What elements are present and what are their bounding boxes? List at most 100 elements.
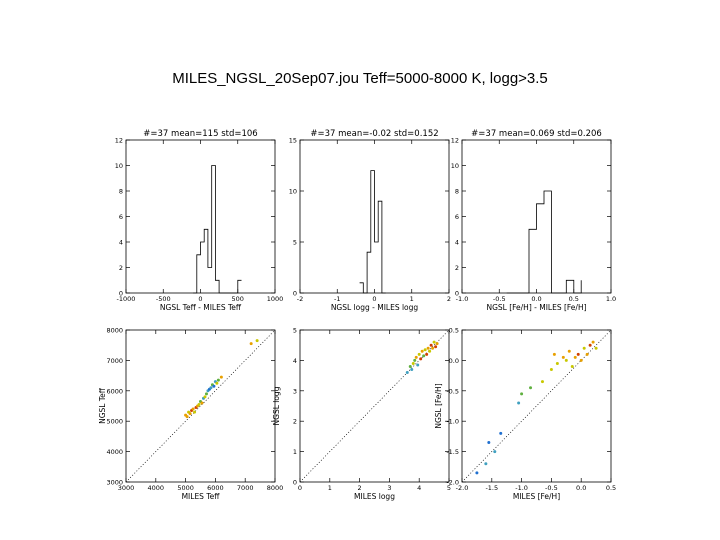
y-tick-label: 1 <box>293 448 297 456</box>
scatter-point <box>422 354 426 358</box>
histogram-bin <box>238 280 242 293</box>
y-axis-label: NGSL Teff <box>98 387 107 424</box>
chart-title: #=37 mean=-0.02 std=0.152 <box>310 129 438 139</box>
y-tick-label: 10 <box>115 162 123 170</box>
scatter-point <box>426 346 430 350</box>
histogram-bin <box>201 242 205 293</box>
scatter-point <box>428 349 432 353</box>
x-axis-label: MILES logg <box>354 492 395 501</box>
y-tick-label: 5 <box>293 327 297 335</box>
y-tick-label: 6 <box>455 213 459 221</box>
x-tick-label: 2 <box>358 484 362 492</box>
histogram-bin <box>204 229 208 293</box>
histogram-series <box>193 165 242 294</box>
scatter-point <box>419 357 423 361</box>
x-tick-label: 1 <box>328 484 332 492</box>
x-tick-label: -1.0 <box>456 295 469 303</box>
y-tick-label: -2.0 <box>446 479 459 487</box>
scatter-point <box>487 440 491 444</box>
histogram-bin <box>529 229 536 293</box>
x-tick-label: -1000 <box>117 295 136 303</box>
x-axis-label: MILES Teff <box>182 492 221 501</box>
chart-panel-2: -2 -1 0 1 2 0 5 10 15 #=37 mean=-0.02 std=0.152 NG… <box>289 129 451 312</box>
scatter-point <box>549 368 553 372</box>
x-tick-label: 0.0 <box>531 295 541 303</box>
scatter-point <box>193 410 197 414</box>
plot-frame <box>125 329 276 483</box>
y-tick-label: 10 <box>289 188 297 196</box>
scatter-point <box>517 401 521 405</box>
histogram-bin <box>537 204 544 293</box>
y-tick-label: 0 <box>293 479 297 487</box>
x-tick-label: -1.5 <box>485 484 498 492</box>
scatter-point <box>540 380 544 384</box>
x-tick-label: -2 <box>297 295 303 303</box>
scatter-point <box>420 349 424 353</box>
scatter-point <box>582 346 586 350</box>
scatter-point <box>585 352 589 356</box>
x-tick-label: 8000 <box>267 484 284 492</box>
scatter-point <box>417 352 421 356</box>
scatter-point <box>215 381 219 385</box>
y-tick-label: 0 <box>119 290 123 298</box>
scatter-point <box>493 450 497 454</box>
histogram-bin <box>197 255 201 293</box>
scatter-point <box>567 349 571 353</box>
scatter-point <box>411 361 415 365</box>
y-tick-label: -1.0 <box>446 418 459 426</box>
y-tick-label: 6000 <box>106 387 123 395</box>
scatter-point <box>219 375 223 379</box>
scatter-point <box>484 462 488 466</box>
histogram-bin <box>544 191 551 293</box>
y-tick-label: 8 <box>455 188 459 196</box>
y-tick-label: 15 <box>289 137 297 145</box>
scatter-point <box>529 386 533 390</box>
scatter-point <box>425 352 429 356</box>
y-tick-label: 0 <box>293 290 297 298</box>
scatter-point <box>591 340 595 344</box>
scatter-point <box>561 355 565 359</box>
y-axis-label: NGSL logg <box>272 386 281 425</box>
chart-panel-5: 0 1 2 3 4 5 0 1 2 3 4 5 MILES logg NGSL logg <box>272 327 451 502</box>
x-axis-label: NGSL Teff - MILES Teff <box>160 303 242 312</box>
scatter-point <box>408 364 412 368</box>
scatter-point <box>209 386 213 390</box>
histogram-bin <box>360 283 364 293</box>
scatter-point <box>414 355 418 359</box>
y-axis-label: NGSL [Fe/H] <box>434 383 443 428</box>
y-tick-label: 5 <box>293 239 297 247</box>
scatter-point <box>520 392 524 396</box>
scatter-point <box>588 343 592 347</box>
scatter-point <box>594 346 598 350</box>
histogram-bin <box>371 171 375 293</box>
scatter-point <box>570 364 574 368</box>
scatter-point <box>200 401 204 405</box>
scatter-point <box>410 368 414 372</box>
x-tick-label: 0.0 <box>576 484 586 492</box>
histogram-bin <box>212 166 216 294</box>
x-tick-label: 3 <box>387 484 391 492</box>
x-tick-label: 1.0 <box>606 295 616 303</box>
page-title: MILES_NGSL_20Sep07.jou Teff=5000-8000 K,… <box>172 70 548 87</box>
x-tick-label: 0 <box>298 484 302 492</box>
y-tick-label: 3 <box>293 387 297 395</box>
scatter-point <box>576 352 580 356</box>
y-tick-label: 5000 <box>106 418 123 426</box>
scatter-point <box>203 395 207 399</box>
scatter-point <box>573 355 577 359</box>
x-axis-label: NGSL logg - MILES logg <box>331 303 419 312</box>
x-axis-label: MILES [Fe/H] <box>513 492 560 501</box>
x-tick-label: -1 <box>334 295 340 303</box>
scatter-point <box>564 358 568 362</box>
x-tick-label: 5 <box>447 484 451 492</box>
histogram-bin <box>367 252 371 293</box>
scatter-point <box>552 352 556 356</box>
scatter-point <box>188 412 192 416</box>
histogram-bin <box>215 280 219 293</box>
identity-line <box>299 329 450 483</box>
y-tick-label: 4 <box>293 357 297 365</box>
x-tick-label: -1.0 <box>515 484 528 492</box>
scatter-point <box>204 392 208 396</box>
x-tick-label: 2 <box>447 295 451 303</box>
histogram-bin <box>375 242 379 293</box>
